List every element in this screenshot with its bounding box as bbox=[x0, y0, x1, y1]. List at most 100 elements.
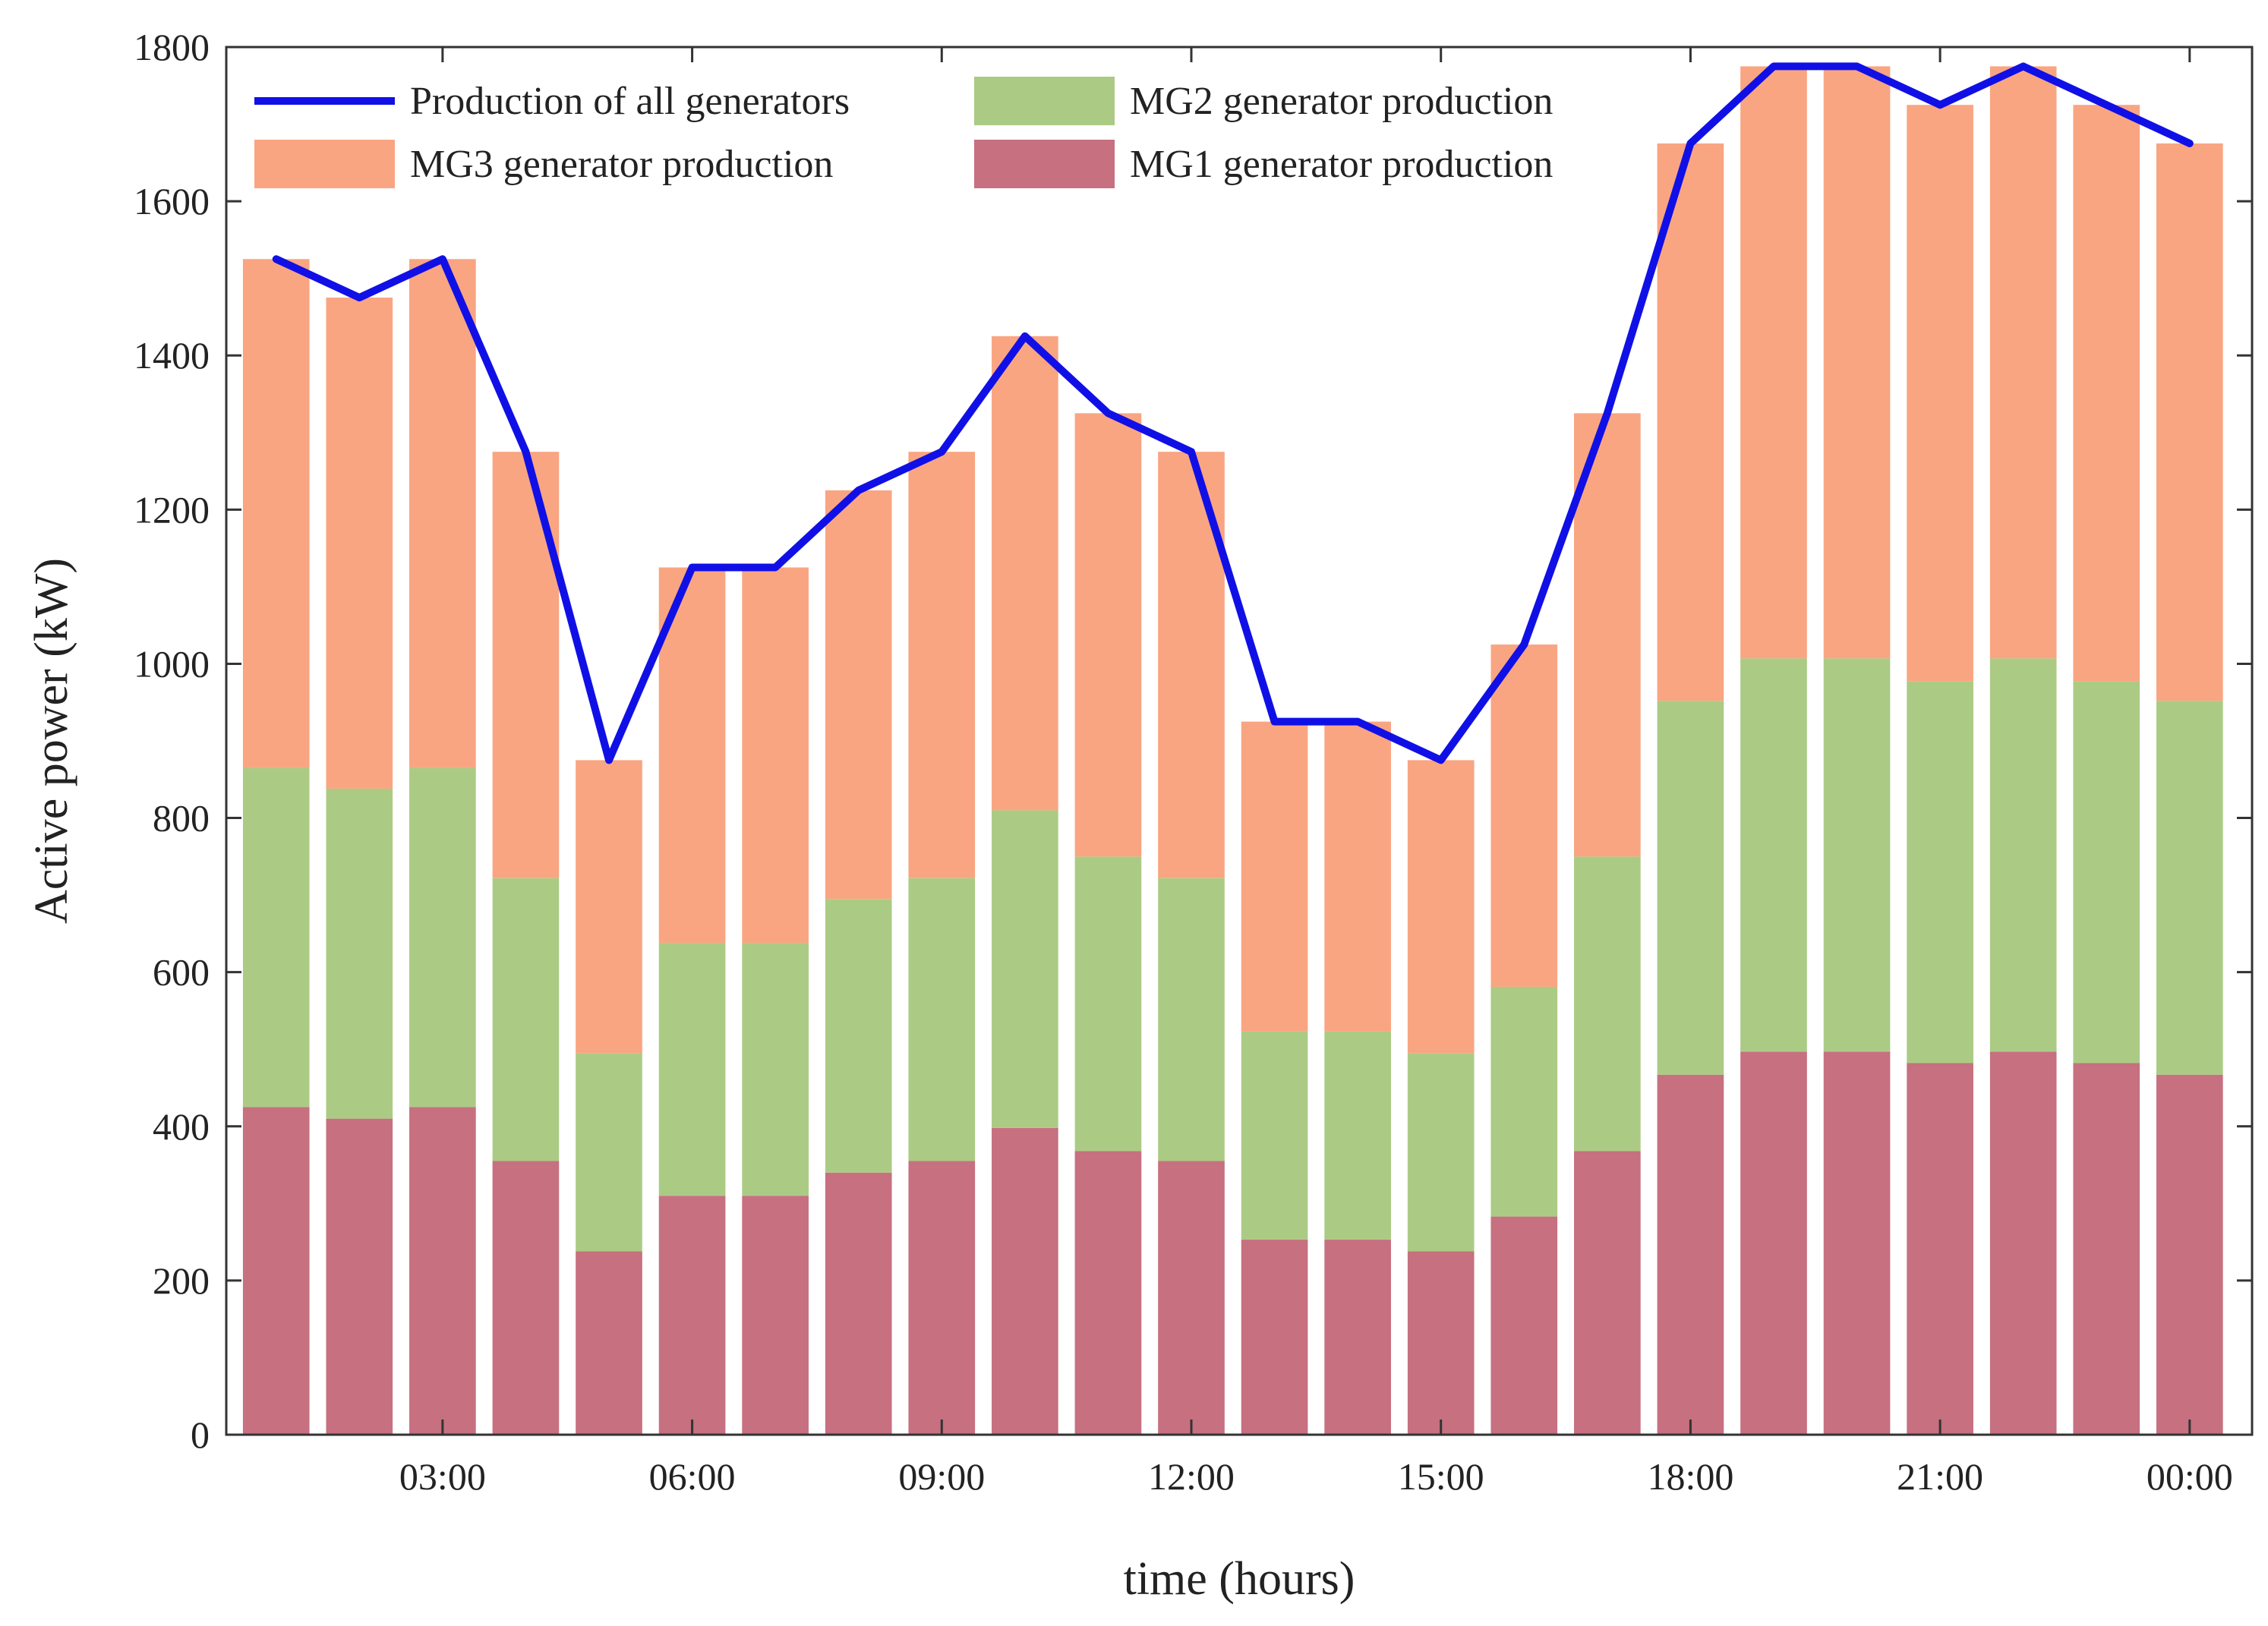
bar-mg2-h14 bbox=[1324, 1031, 1391, 1240]
bar-mg2-h8 bbox=[825, 899, 892, 1173]
bar-mg3-h9 bbox=[908, 452, 976, 878]
total-production-line bbox=[272, 62, 2194, 764]
bar-mg2-h10 bbox=[992, 810, 1058, 1128]
bar-mg1-h3 bbox=[409, 1107, 476, 1435]
x-tick-label: 18:00 bbox=[1647, 1455, 1733, 1498]
y-tick-label: 1800 bbox=[134, 26, 210, 68]
bar-mg2-h7 bbox=[742, 943, 809, 1196]
bar-mg2-h23 bbox=[2073, 681, 2140, 1064]
x-tick-label: 03:00 bbox=[399, 1455, 486, 1498]
legend-label: MG2 generator production bbox=[1130, 80, 1553, 123]
bar-mg3-h23 bbox=[2073, 105, 2140, 682]
bar-mg1-h7 bbox=[742, 1196, 809, 1435]
bar-mg1-h19 bbox=[1740, 1051, 1807, 1435]
y-tick-label: 1000 bbox=[134, 642, 210, 685]
total-line-layer bbox=[272, 62, 2194, 764]
bar-mg2-h20 bbox=[1823, 658, 1891, 1052]
bar-mg3-h7 bbox=[742, 567, 809, 944]
bar-mg3-h19 bbox=[1740, 66, 1807, 659]
bar-mg2-h17 bbox=[1574, 856, 1641, 1152]
x-tick-label: 09:00 bbox=[898, 1455, 985, 1498]
y-tick-label: 1600 bbox=[134, 180, 210, 222]
bar-mg1-h12 bbox=[1158, 1161, 1225, 1435]
bar-mg2-h16 bbox=[1490, 986, 1558, 1217]
bar-mg2-h3 bbox=[409, 767, 476, 1108]
legend-label: Production of all generators bbox=[410, 80, 850, 123]
bar-mg1-h17 bbox=[1574, 1151, 1641, 1435]
bar-mg1-h9 bbox=[908, 1161, 976, 1435]
bar-mg1-h20 bbox=[1823, 1051, 1891, 1435]
bars-layer bbox=[242, 66, 2223, 1435]
bar-mg1-h15 bbox=[1407, 1251, 1475, 1435]
x-tick-label: 21:00 bbox=[1897, 1455, 1983, 1498]
bar-mg1-h8 bbox=[825, 1172, 892, 1435]
y-tick-label: 1200 bbox=[134, 488, 210, 531]
x-axis: 03:00 06:00 09:00 12:00 15:00 18:00 21:00 00:00 bbox=[399, 47, 2233, 1498]
bar-mg2-h2 bbox=[326, 788, 393, 1119]
bar-mg1-h24 bbox=[2156, 1074, 2223, 1435]
bar-mg3-h1 bbox=[242, 259, 310, 768]
x-axis-title: time (hours) bbox=[1124, 1553, 1355, 1605]
bar-mg1-h21 bbox=[1907, 1063, 1973, 1435]
bar-mg2-h13 bbox=[1241, 1031, 1308, 1240]
bar-mg2-h11 bbox=[1074, 856, 1142, 1152]
legend-label: MG3 generator production bbox=[410, 143, 833, 186]
bar-mg3-h8 bbox=[825, 490, 892, 900]
plot-frame bbox=[225, 46, 2254, 1436]
bar-mg1-h5 bbox=[576, 1251, 642, 1435]
bar-mg3-h4 bbox=[492, 452, 560, 878]
bar-mg3-h10 bbox=[992, 336, 1058, 811]
bar-mg1-h18 bbox=[1657, 1074, 1724, 1435]
bar-mg3-h6 bbox=[658, 567, 726, 944]
legend-patch-swatch bbox=[974, 77, 1115, 125]
y-tick-label: 800 bbox=[153, 797, 210, 840]
bar-mg3-h13 bbox=[1241, 721, 1308, 1032]
bar-mg1-h23 bbox=[2073, 1063, 2140, 1435]
bar-mg3-h18 bbox=[1657, 143, 1724, 701]
y-tick-label: 1400 bbox=[134, 334, 210, 377]
bar-mg3-h11 bbox=[1074, 413, 1142, 857]
bar-mg1-h6 bbox=[658, 1196, 726, 1435]
bar-mg2-h12 bbox=[1158, 878, 1225, 1161]
bar-mg1-h1 bbox=[242, 1107, 310, 1435]
bar-mg3-h17 bbox=[1574, 413, 1641, 857]
bar-mg2-h18 bbox=[1657, 701, 1724, 1075]
bar-mg2-h4 bbox=[492, 878, 560, 1161]
bar-mg2-h9 bbox=[908, 878, 976, 1161]
bar-mg2-h5 bbox=[576, 1053, 642, 1252]
bar-mg1-h16 bbox=[1490, 1216, 1558, 1435]
bar-mg2-h22 bbox=[1989, 658, 2057, 1052]
bar-mg3-h24 bbox=[2156, 143, 2223, 701]
bar-mg1-h2 bbox=[326, 1118, 393, 1435]
bar-mg2-h1 bbox=[242, 767, 310, 1108]
bar-mg1-h13 bbox=[1241, 1240, 1308, 1435]
y-tick-label: 400 bbox=[153, 1105, 210, 1148]
bar-mg2-h21 bbox=[1907, 681, 1973, 1064]
bar-mg3-h5 bbox=[576, 760, 642, 1054]
legend: Production of all generators MG2 generato… bbox=[254, 77, 1553, 188]
y-axis-title: Active power (kW) bbox=[26, 558, 77, 924]
bar-mg3-h16 bbox=[1490, 644, 1558, 987]
bar-mg1-h4 bbox=[492, 1161, 560, 1435]
bar-mg3-h15 bbox=[1407, 760, 1475, 1054]
y-axis: 0 200 400 600 800 1000 1200 1400 1600 1800 bbox=[134, 26, 2252, 1456]
bar-mg2-h15 bbox=[1407, 1053, 1475, 1252]
legend-patch-swatch bbox=[974, 140, 1115, 188]
bar-mg2-h6 bbox=[658, 943, 726, 1196]
x-tick-label: 12:00 bbox=[1148, 1455, 1235, 1498]
bar-mg3-h21 bbox=[1907, 105, 1973, 682]
bar-mg3-h20 bbox=[1823, 66, 1891, 659]
bar-mg1-h14 bbox=[1324, 1240, 1391, 1435]
y-tick-label: 200 bbox=[153, 1259, 210, 1302]
x-tick-label: 06:00 bbox=[649, 1455, 736, 1498]
bar-mg3-h2 bbox=[326, 298, 393, 789]
legend-label: MG1 generator production bbox=[1130, 143, 1553, 186]
x-tick-label: 15:00 bbox=[1398, 1455, 1484, 1498]
x-tick-label: 00:00 bbox=[2147, 1455, 2233, 1498]
bar-mg2-h19 bbox=[1740, 658, 1807, 1052]
legend-patch-swatch bbox=[254, 140, 395, 188]
bar-mg1-h22 bbox=[1989, 1051, 2057, 1435]
bar-mg1-h11 bbox=[1074, 1151, 1142, 1435]
bar-mg3-h3 bbox=[409, 259, 476, 768]
